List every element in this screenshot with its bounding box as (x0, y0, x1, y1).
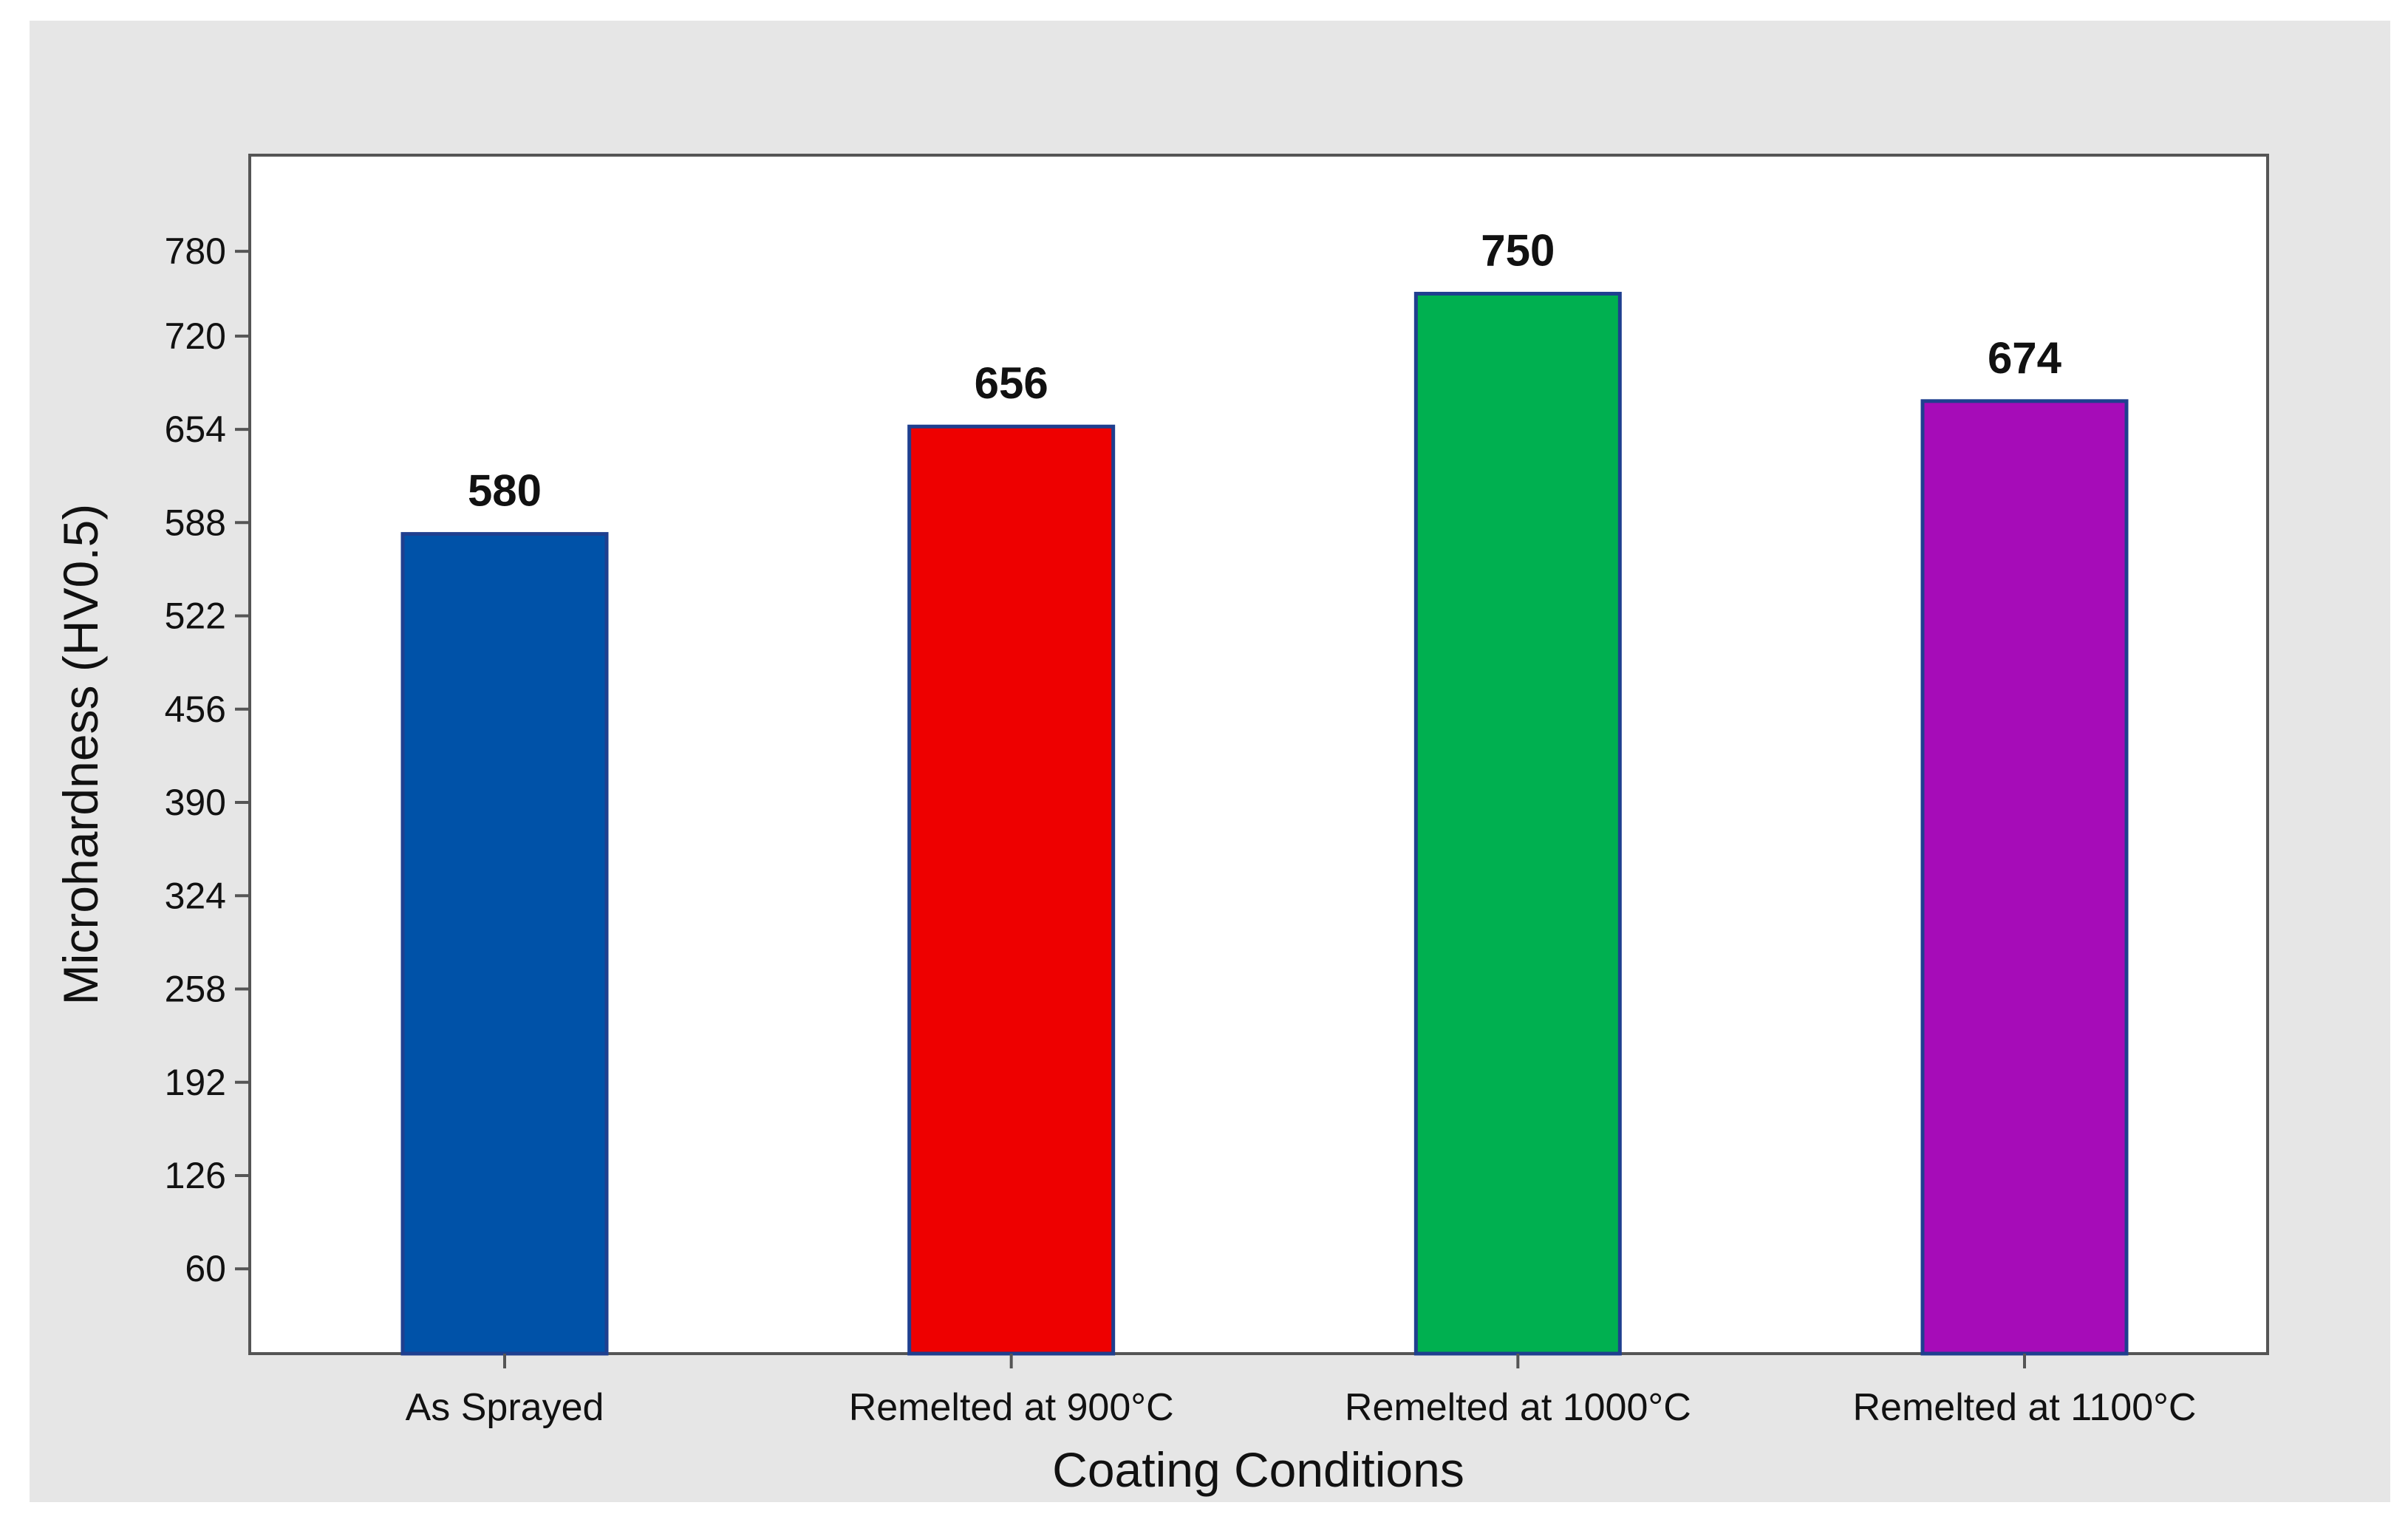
x-category-label: Remelted at 1000°C (1345, 1386, 1691, 1429)
y-tick-label: 192 (165, 1062, 226, 1103)
x-axis: As Sprayed Remelted at 900°C Remelted at 1… (406, 1354, 2197, 1429)
y-tick-label: 720 (165, 316, 226, 357)
bar-value-label: 750 (1481, 225, 1555, 275)
bar (907, 424, 1116, 1356)
y-axis: 60 126 192 258 324 390 456 522 588 654 720 780 (165, 231, 250, 1289)
y-axis-title: Microhardness (HV0.5) (53, 504, 108, 1006)
y-tick-label: 522 (165, 596, 226, 637)
y-tick-label: 324 (165, 875, 226, 916)
y-tick-label: 780 (165, 231, 226, 272)
x-category-label: Remelted at 1100°C (1853, 1386, 2197, 1429)
bar-value-label: 656 (975, 358, 1048, 408)
y-tick-label: 654 (165, 409, 226, 450)
bar (1920, 399, 2129, 1356)
bar (400, 532, 609, 1356)
bar-value-label: 580 (468, 466, 542, 516)
bar (1413, 291, 1622, 1356)
bars-layer: 580 656 750 674 (400, 225, 2129, 1356)
y-tick-label: 456 (165, 689, 226, 730)
y-tick-label: 588 (165, 502, 226, 543)
y-tick-label: 390 (165, 782, 226, 823)
y-tick-label: 258 (165, 969, 226, 1010)
x-category-label: As Sprayed (406, 1386, 604, 1429)
y-tick-label: 60 (185, 1248, 226, 1289)
y-tick-label: 126 (165, 1155, 226, 1196)
bar-value-label: 674 (1988, 333, 2062, 383)
x-axis-title: Coating Conditions (1052, 1442, 1464, 1497)
x-category-label: Remelted at 900°C (849, 1386, 1174, 1429)
